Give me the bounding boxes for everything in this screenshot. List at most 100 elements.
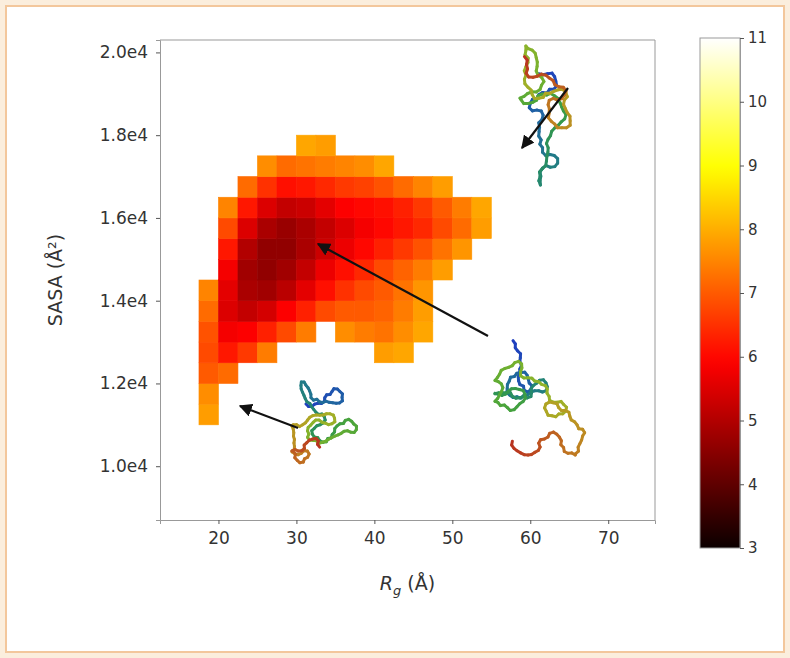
heat-cell — [433, 218, 452, 239]
heat-cell — [394, 197, 413, 218]
heat-cell — [199, 404, 218, 425]
heat-cell — [374, 218, 393, 239]
heat-cell — [238, 197, 257, 218]
heat-cell — [355, 239, 374, 260]
heat-cell — [257, 218, 276, 239]
arrow — [522, 88, 568, 148]
x-tick-label: 20 — [208, 528, 230, 548]
heat-cell — [277, 156, 296, 177]
heat-cell — [335, 177, 354, 198]
heat-cell — [199, 342, 218, 363]
heat-cell — [296, 301, 315, 322]
colorbar-tick-label: 7 — [748, 284, 758, 302]
colorbar-tick-label: 10 — [748, 93, 767, 111]
heat-cell — [413, 259, 432, 280]
heat-cell — [335, 197, 354, 218]
colorbar-tick: 11 — [740, 29, 767, 47]
heat-cell — [316, 156, 335, 177]
heat-cell — [218, 197, 237, 218]
y-tick: 2.0e4 — [100, 42, 160, 62]
y-tick-label: 1.0e4 — [100, 456, 148, 476]
heat-cell — [199, 301, 218, 322]
colorbar-tick-mark — [740, 38, 744, 39]
frame — [160, 40, 655, 41]
heat-cell — [277, 321, 296, 342]
heat-cell — [218, 363, 237, 384]
heat-cell — [296, 239, 315, 260]
heat-cell — [316, 177, 335, 198]
chain-segment — [318, 444, 320, 447]
heat-cell — [238, 259, 257, 280]
heat-cell — [374, 342, 393, 363]
colorbar-tick-label: 11 — [748, 29, 767, 47]
heat-cell — [335, 301, 354, 322]
heat-cell — [316, 135, 335, 156]
colorbar-tick-label: 5 — [748, 412, 758, 430]
heat-cell — [335, 321, 354, 342]
colorbar-tick: 10 — [740, 93, 767, 111]
heat-cell — [355, 301, 374, 322]
colorbar-tick: 9 — [740, 157, 758, 175]
x-tick-label: 40 — [364, 528, 386, 548]
x-tick: 60 — [520, 520, 542, 548]
heat-cell — [257, 259, 276, 280]
x-tick-mark — [296, 520, 297, 524]
heat-cell — [218, 321, 237, 342]
heat-cell — [413, 239, 432, 260]
colorbar-axis-line — [741, 39, 745, 549]
heat-cell — [335, 156, 354, 177]
protein-chain — [495, 341, 585, 455]
colorbar-tick-mark — [740, 484, 744, 485]
heat-cell — [277, 177, 296, 198]
heat-cell — [433, 239, 452, 260]
heat-cell — [374, 177, 393, 198]
heat-cell — [218, 301, 237, 322]
y-tick-mark — [156, 466, 160, 467]
heat-cell — [277, 218, 296, 239]
x-tick: 20 — [208, 520, 230, 548]
heat-cell — [394, 342, 413, 363]
heat-cell — [238, 239, 257, 260]
heat-cell — [452, 218, 471, 239]
heat-cell — [394, 218, 413, 239]
heat-cell — [199, 321, 218, 342]
y-tick-label: 1.6e4 — [100, 208, 148, 228]
y-tick-mark — [156, 383, 160, 384]
heat-cell — [452, 197, 471, 218]
chain-segment — [524, 57, 527, 61]
heat-cell — [355, 156, 374, 177]
y-tick: 1.6e4 — [100, 208, 160, 228]
x-tick: 50 — [442, 520, 464, 548]
heat-cell — [257, 301, 276, 322]
colorbar-tick: 7 — [740, 284, 758, 302]
y-tick: 1.2e4 — [100, 373, 160, 393]
heat-cell — [394, 301, 413, 322]
heat-cell — [413, 321, 432, 342]
heat-cell — [433, 197, 452, 218]
heat-cell — [238, 342, 257, 363]
heat-cell — [296, 197, 315, 218]
heat-cell — [257, 197, 276, 218]
heat-cell — [218, 259, 237, 280]
x-tick: 40 — [364, 520, 386, 548]
heat-cell — [335, 280, 354, 301]
heat-cell — [335, 218, 354, 239]
y-tick-label: 1.8e4 — [100, 125, 148, 145]
heat-cell — [199, 280, 218, 301]
heat-cell — [374, 301, 393, 322]
colorbar-tick: 5 — [740, 412, 758, 430]
heat-cell — [413, 197, 432, 218]
x-tick: 30 — [286, 520, 308, 548]
background — [6, 6, 784, 652]
heat-cell — [394, 177, 413, 198]
colorbar-tick: 6 — [740, 348, 758, 366]
y-tick: 1.0e4 — [100, 456, 160, 476]
x-tick: 70 — [598, 520, 620, 548]
x-tick-mark — [530, 520, 531, 524]
protein-chain — [520, 46, 570, 185]
y-tick: 1.4e4 — [100, 291, 160, 311]
x-tick-mark — [608, 520, 609, 524]
chain-segment — [510, 441, 514, 445]
heat-cell — [374, 197, 393, 218]
plot-area — [199, 135, 491, 425]
